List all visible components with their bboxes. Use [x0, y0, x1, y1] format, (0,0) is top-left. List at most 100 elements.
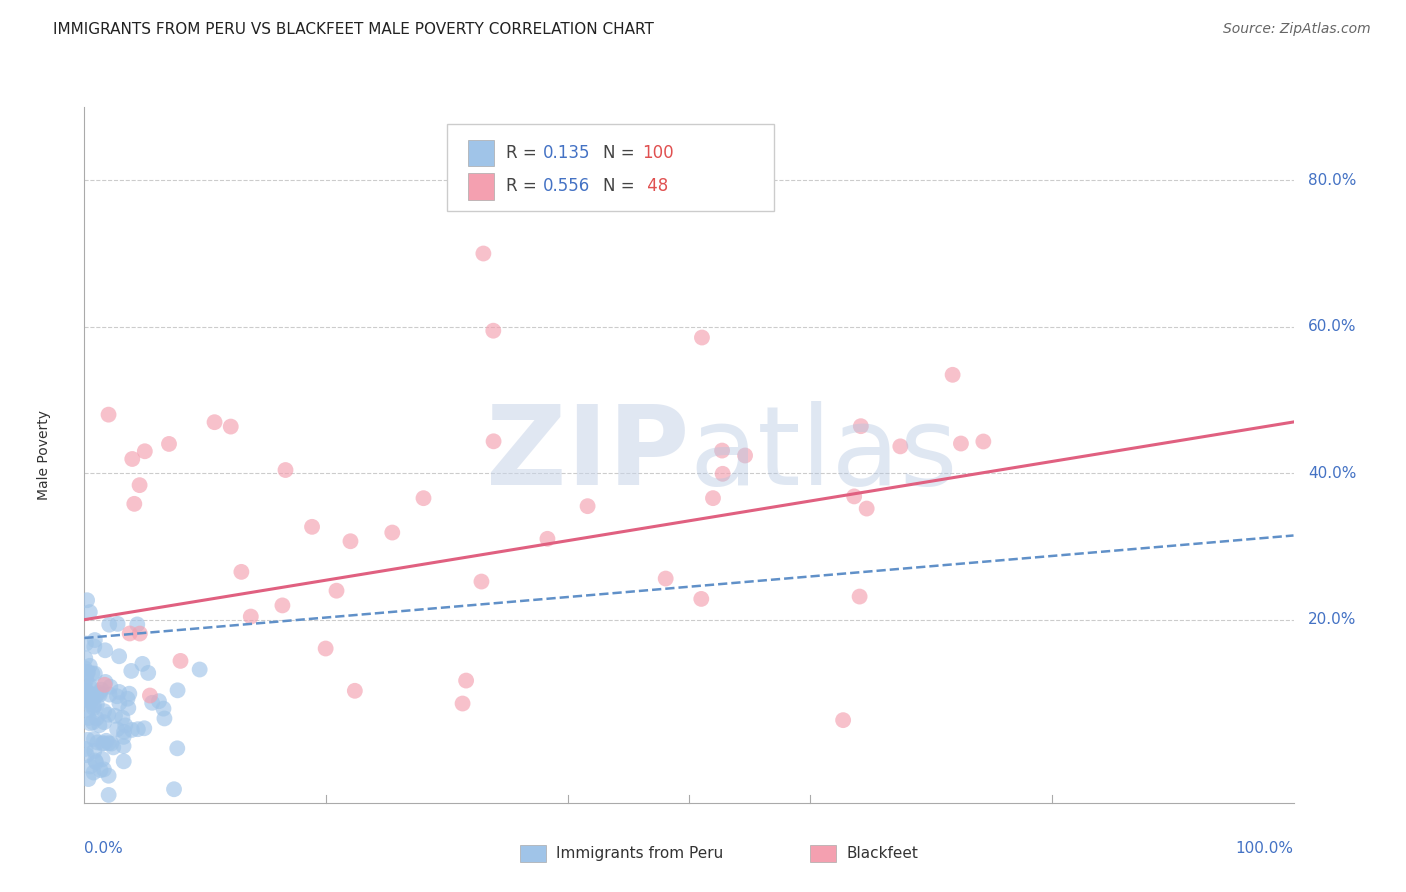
Point: [76, 732, 98, 747]
Text: 0.135: 0.135: [543, 144, 591, 162]
Point: [98, 680, 121, 694]
Point: [100, 737, 122, 751]
Point: [134, 444, 156, 458]
Text: 0.0%: 0.0%: [84, 841, 124, 856]
Point: [83, 666, 105, 681]
Point: [79, 697, 101, 711]
Point: [343, 683, 366, 698]
Point: [339, 534, 361, 549]
Point: [75, 691, 97, 706]
Point: [79, 605, 101, 619]
Point: [855, 501, 877, 516]
Point: [127, 722, 149, 736]
Point: [77, 711, 100, 725]
Point: [89, 688, 111, 702]
Point: [152, 701, 174, 715]
Point: [93, 715, 115, 730]
Point: [103, 740, 125, 755]
Text: 48: 48: [641, 178, 668, 195]
Point: [832, 713, 855, 727]
Point: [166, 741, 188, 756]
Point: [121, 452, 143, 467]
Point: [98, 617, 121, 632]
Point: [83, 744, 105, 758]
Point: [83, 701, 105, 715]
Point: [76, 593, 98, 607]
Point: [120, 664, 142, 678]
Point: [844, 490, 866, 504]
Point: [654, 572, 676, 586]
Point: [972, 434, 994, 449]
Point: [83, 732, 105, 747]
Text: Male Poverty: Male Poverty: [37, 410, 51, 500]
Point: [97, 769, 120, 783]
Point: [97, 788, 120, 802]
Point: [73, 679, 96, 693]
Point: [84, 755, 107, 769]
Text: Immigrants from Peru: Immigrants from Peru: [555, 846, 723, 861]
Point: [470, 574, 492, 589]
Point: [94, 675, 117, 690]
Point: [482, 434, 505, 449]
Point: [114, 718, 136, 732]
Point: [112, 724, 135, 739]
Point: [93, 678, 115, 692]
Point: [104, 708, 127, 723]
Text: 20.0%: 20.0%: [1308, 612, 1357, 627]
Point: [97, 736, 120, 750]
Point: [134, 721, 156, 735]
Point: [219, 419, 242, 434]
Point: [84, 688, 107, 702]
Point: [849, 419, 872, 434]
Point: [105, 723, 128, 737]
Point: [942, 368, 965, 382]
Point: [169, 654, 191, 668]
Point: [848, 590, 870, 604]
Point: [139, 689, 162, 703]
FancyBboxPatch shape: [468, 140, 495, 166]
Point: [271, 599, 294, 613]
Point: [96, 734, 118, 748]
Text: N =: N =: [603, 144, 640, 162]
Point: [83, 640, 105, 654]
Point: [536, 532, 558, 546]
Point: [93, 763, 115, 777]
Point: [128, 626, 150, 640]
Point: [97, 707, 120, 722]
Point: [73, 690, 96, 704]
Point: [83, 765, 105, 780]
Point: [79, 716, 101, 731]
Point: [82, 666, 104, 681]
Point: [90, 763, 112, 777]
Point: [89, 686, 111, 700]
Point: [127, 617, 149, 632]
Text: 0.556: 0.556: [543, 178, 591, 195]
Point: [456, 673, 478, 688]
Point: [73, 661, 96, 675]
Point: [105, 690, 128, 704]
Point: [118, 687, 141, 701]
Point: [482, 324, 505, 338]
Point: [690, 330, 713, 344]
Point: [734, 449, 756, 463]
Point: [86, 698, 108, 712]
Point: [75, 690, 97, 704]
Point: [108, 685, 131, 699]
Point: [188, 663, 211, 677]
Point: [75, 673, 97, 687]
Text: 60.0%: 60.0%: [1308, 319, 1357, 334]
Text: Blackfeet: Blackfeet: [846, 846, 918, 861]
Point: [231, 565, 253, 579]
FancyBboxPatch shape: [520, 845, 547, 862]
Point: [274, 463, 297, 477]
Point: [121, 723, 143, 737]
Point: [76, 703, 98, 717]
FancyBboxPatch shape: [810, 845, 837, 862]
Point: [451, 697, 474, 711]
Point: [118, 626, 141, 640]
Point: [108, 649, 131, 664]
Point: [315, 641, 337, 656]
Point: [472, 246, 495, 260]
Point: [76, 748, 98, 763]
Point: [75, 636, 97, 650]
